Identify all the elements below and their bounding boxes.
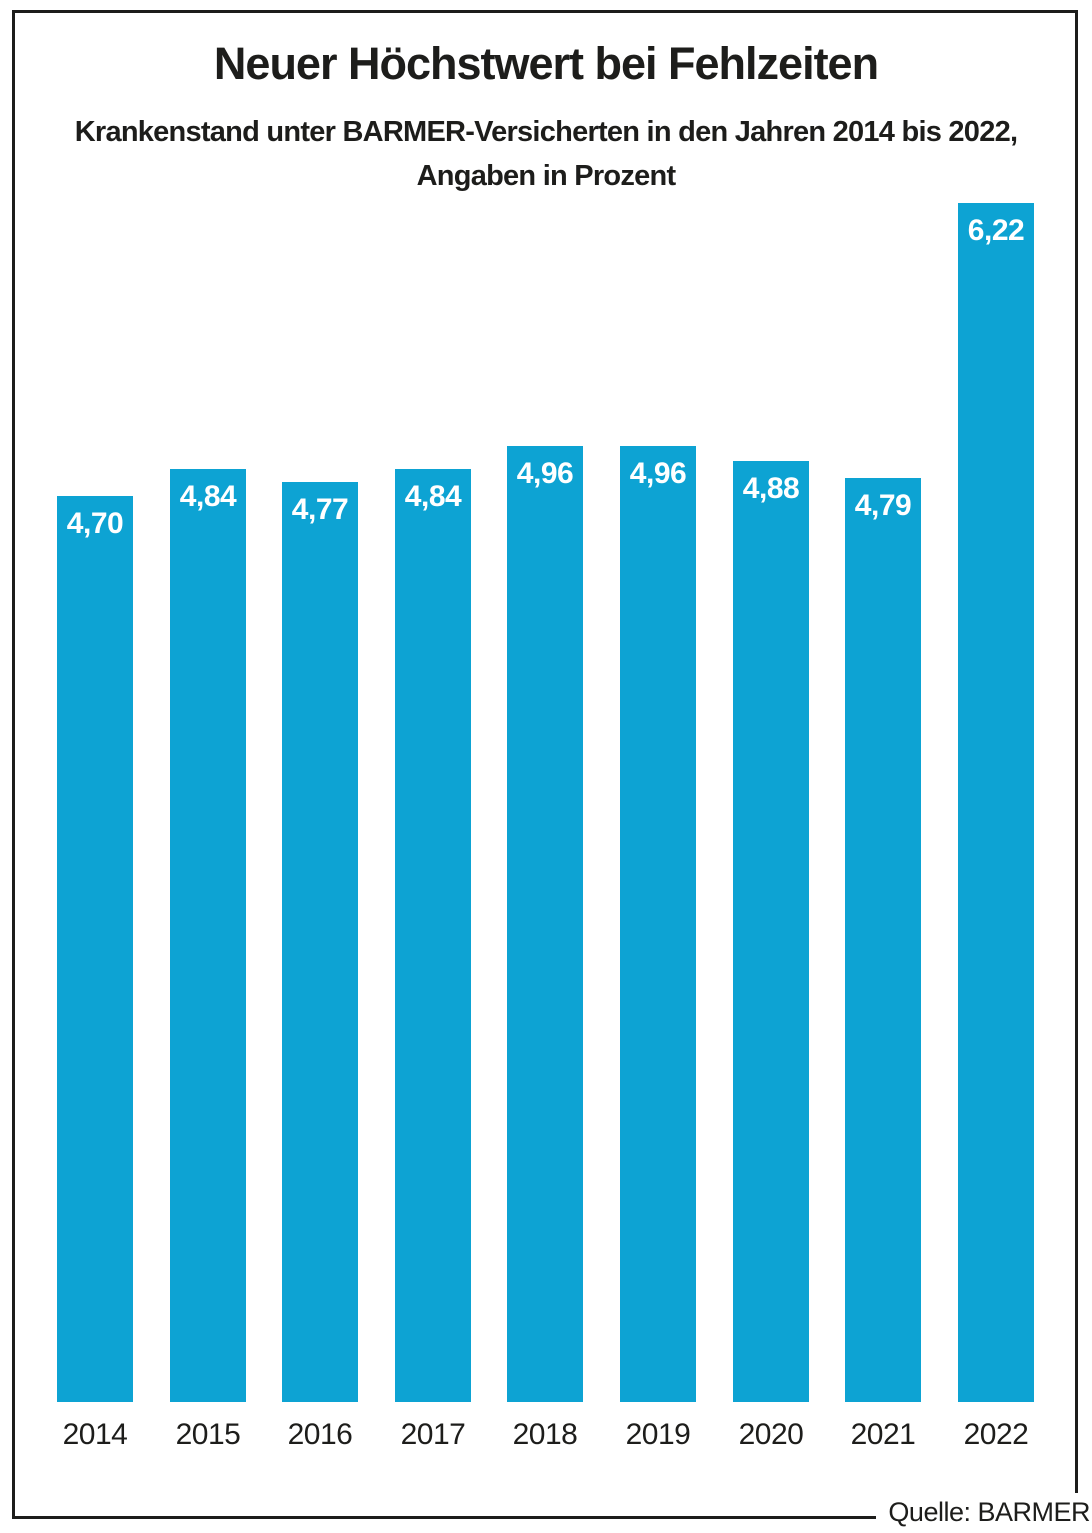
- bar-value-label-2019: 4,96: [629, 457, 687, 490]
- bar-2021: 4,79: [845, 478, 921, 1402]
- x-axis-label-2019: 2019: [625, 1418, 691, 1451]
- chart-subtitle-line1: Krankenstand unter BARMER-Versicherten i…: [74, 116, 1018, 148]
- x-axis-label-2016: 2016: [287, 1418, 353, 1451]
- x-axis-label-2018: 2018: [512, 1418, 578, 1451]
- bar-2022: 6,22: [958, 203, 1034, 1402]
- bar-value-label-2015: 4,84: [179, 480, 237, 513]
- bar-2019: 4,96: [620, 446, 696, 1402]
- x-axis-label-2021: 2021: [850, 1418, 916, 1451]
- bar-value-label-2017: 4,84: [404, 480, 462, 513]
- x-axis-label-2014: 2014: [62, 1418, 128, 1451]
- x-axis-label-2017: 2017: [400, 1418, 466, 1451]
- chart-frame-border: [12, 10, 1078, 1519]
- bar-2020: 4,88: [733, 461, 809, 1402]
- bar-2015: 4,84: [170, 469, 246, 1402]
- bar-value-label-2020: 4,88: [742, 472, 800, 505]
- x-axis-label-2015: 2015: [175, 1418, 241, 1451]
- bar-2014: 4,70: [57, 496, 133, 1402]
- bar-value-label-2016: 4,77: [291, 493, 349, 526]
- x-axis-label-2020: 2020: [738, 1418, 804, 1451]
- bar-2018: 4,96: [507, 446, 583, 1402]
- x-axis-label-2022: 2022: [963, 1418, 1029, 1451]
- source-label: Quelle: BARMER: [876, 1493, 1090, 1531]
- bar-2016: 4,77: [282, 482, 358, 1402]
- chart-subtitle-line2: Angaben in Prozent: [416, 160, 677, 192]
- bar-value-label-2022: 6,22: [967, 214, 1025, 247]
- bar-value-label-2014: 4,70: [66, 507, 124, 540]
- bar-2017: 4,84: [395, 469, 471, 1402]
- bar-value-label-2018: 4,96: [516, 457, 574, 490]
- chart-subtitle: Krankenstand unter BARMER-Versicherten i…: [0, 110, 1092, 198]
- bar-value-label-2021: 4,79: [854, 489, 912, 522]
- chart-title: Neuer Höchstwert bei Fehlzeiten: [213, 38, 879, 89]
